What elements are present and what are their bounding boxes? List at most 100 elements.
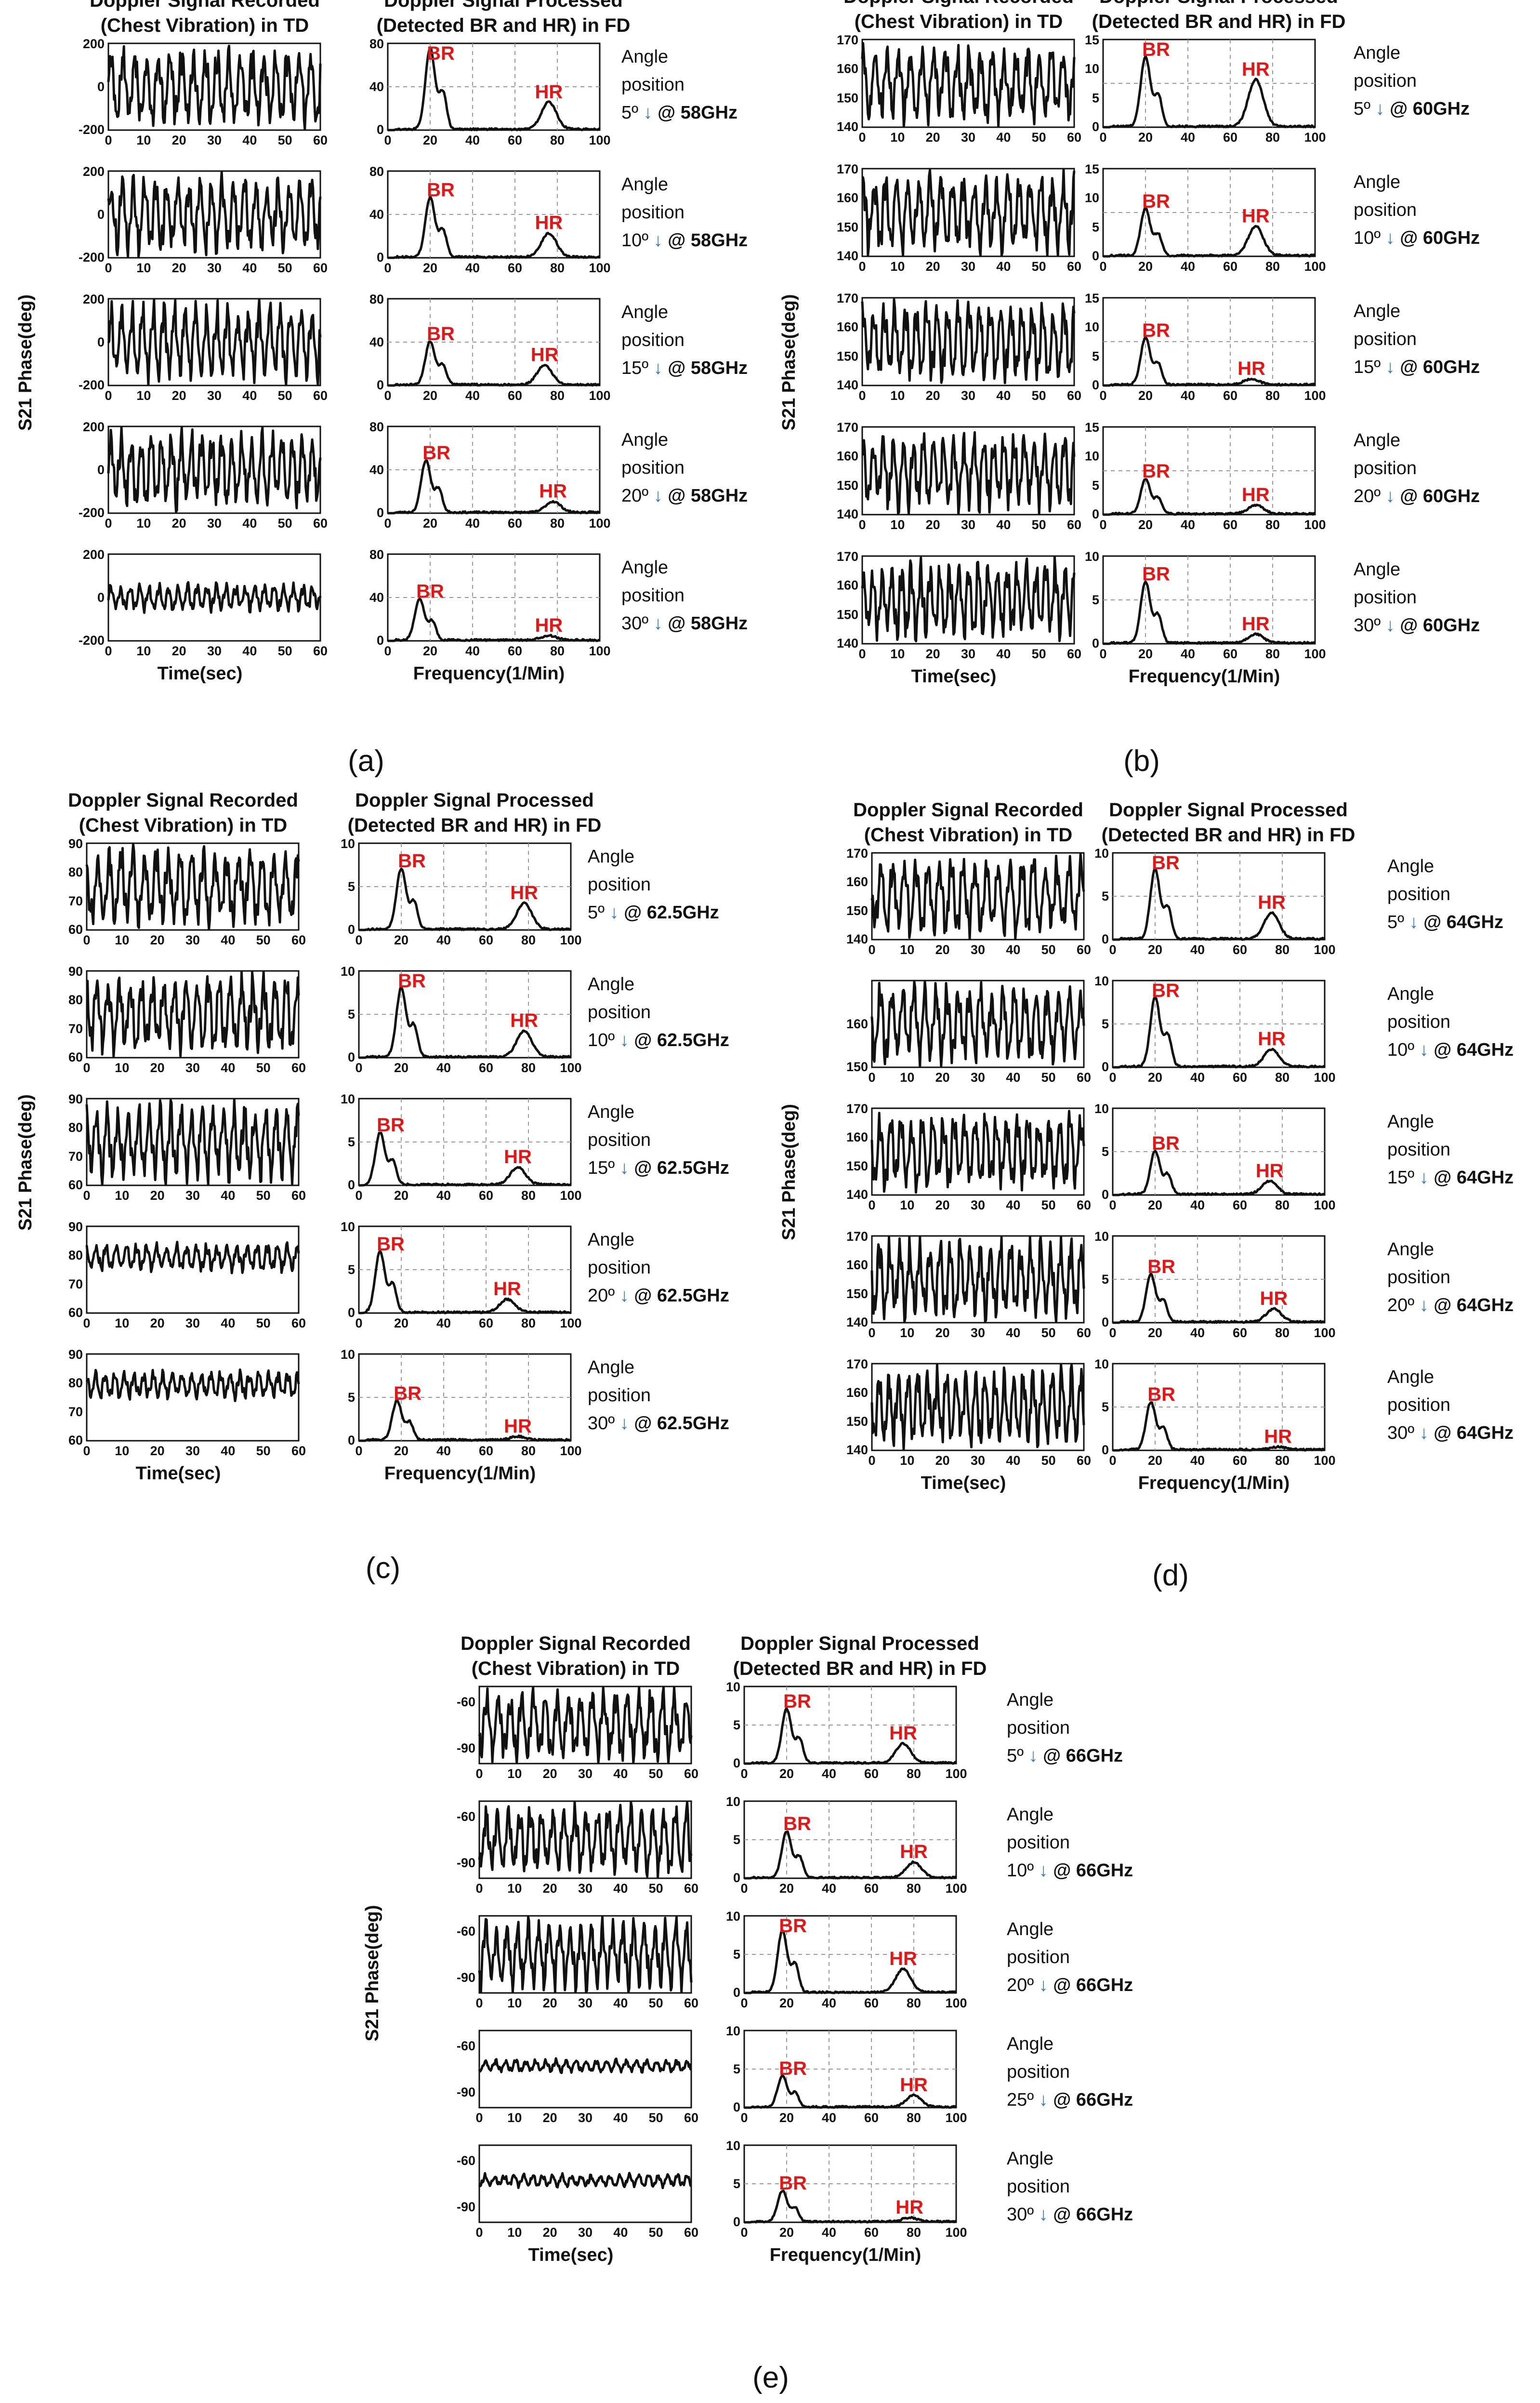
fd-xtick-label: 80 [1265, 647, 1280, 661]
td-xtick-label: 0 [105, 644, 112, 658]
fd-xtick-label: 100 [589, 516, 610, 531]
hr-peak-label: HR [1242, 484, 1270, 505]
fd-xtick-label: 100 [589, 388, 610, 403]
td-ytick-label: 60 [68, 1305, 83, 1320]
angle-value: 20º [621, 486, 648, 506]
td-ytick-label: 170 [837, 33, 858, 47]
td-xtick-label: 60 [1077, 1326, 1091, 1340]
td-xtick-label: 40 [1006, 1070, 1020, 1085]
td-xtick-label: 20 [543, 1996, 557, 2010]
fd-ytick-label: 0 [733, 1871, 740, 1885]
position-word: position [588, 1002, 651, 1022]
hr-peak-label: HR [504, 1146, 532, 1168]
fd-ytick-label: 0 [1092, 249, 1099, 263]
td-xtick-label: 60 [313, 133, 328, 147]
td-ytick-label: 140 [846, 1443, 868, 1457]
td-ytick-label: 200 [83, 37, 105, 51]
td-xtick-label: 40 [221, 1316, 235, 1330]
td-xtick-label: 60 [1067, 518, 1081, 532]
fd-xtick-label: 40 [465, 516, 480, 531]
br-peak-label: BR [422, 442, 450, 464]
td-ytick-label: 200 [83, 420, 105, 434]
td-ytick-label: 140 [837, 249, 858, 263]
td-xtick-label: 50 [1032, 388, 1046, 403]
td-ytick-label: -90 [457, 1741, 475, 1755]
td-xtick-label: 30 [961, 130, 975, 145]
td-xtick-label: 0 [858, 518, 866, 532]
fd-xtick-label: 40 [822, 1766, 836, 1781]
td-xtick-label: 40 [613, 1996, 628, 2010]
td-xtick-label: 40 [242, 261, 257, 275]
fd-xtick-label: 100 [1314, 1326, 1335, 1340]
fd-xtick-label: 80 [550, 261, 565, 275]
td-xtick-label: 30 [971, 1198, 985, 1212]
angle-word: Angle [621, 558, 668, 578]
td-xtick-label: 40 [242, 644, 257, 658]
angle-word: Angle [1354, 430, 1400, 451]
td-xtick-label: 20 [172, 516, 186, 531]
td-signal-trace [861, 42, 1076, 128]
fd-xtick-label: 100 [1314, 1453, 1335, 1468]
fd-ytick-label: 0 [1092, 378, 1099, 392]
td-xtick-label: 60 [1077, 1453, 1091, 1468]
fd-ytick-label: 10 [726, 1909, 740, 1924]
td-ytick-label: 80 [68, 1376, 83, 1390]
fd-xtick-label: 40 [436, 1061, 451, 1075]
angle-value-line: 5º ↓ @ 66GHz [1007, 1746, 1123, 1766]
td-plot-frame [478, 1800, 692, 1879]
td-ytick-label: 170 [846, 1229, 868, 1244]
fd-xtick-label: 20 [1148, 1453, 1162, 1468]
td-ytick-label: 150 [837, 220, 858, 234]
frequency-label: @ 58GHz [668, 613, 748, 634]
fd-ytick-label: 5 [733, 1947, 740, 1962]
fd-xtick-label: 60 [1233, 943, 1247, 957]
br-peak-label: BR [1147, 1256, 1175, 1277]
td-xtick-label: 50 [649, 1881, 663, 1896]
td-ytick-label: -200 [79, 122, 105, 137]
td-signal-trace [86, 970, 300, 1058]
td-xtick-label: 10 [507, 1996, 522, 2010]
br-peak-label: BR [1152, 1133, 1180, 1154]
td-xtick-label: 40 [1006, 943, 1020, 957]
fd-xtick-label: 0 [740, 1766, 748, 1781]
fd-ytick-label: 40 [369, 335, 384, 349]
fd-xtick-label: 100 [945, 1766, 967, 1781]
fd-xtick-label: 40 [1181, 130, 1195, 145]
fd-xtick-label: 60 [479, 1316, 493, 1330]
td-ytick-label: 160 [846, 1130, 868, 1144]
fd-spectrum-trace [1112, 996, 1326, 1069]
br-peak-label: BR [783, 1691, 811, 1712]
td-ytick-label: 150 [846, 1159, 868, 1173]
fd-ytick-label: 0 [348, 922, 355, 937]
fd-xtick-label: 0 [384, 261, 391, 275]
position-word: position [1354, 200, 1417, 220]
td-xtick-label: 10 [507, 2225, 522, 2240]
td-ytick-label: 200 [83, 164, 105, 179]
hr-peak-label: HR [531, 345, 559, 366]
td-ytick-label: 150 [837, 478, 858, 492]
fd-header-line1: Doppler Signal Processed [355, 790, 594, 811]
td-signal-trace [861, 168, 1076, 257]
angle-value: 10º [588, 1030, 615, 1050]
td-ytick-label: 80 [68, 865, 83, 879]
td-xtick-label: 0 [105, 388, 112, 403]
fd-xtick-label: 40 [1190, 1198, 1205, 1212]
fd-header-line2: (Detected BR and HR) in FD [1092, 11, 1346, 32]
frequency-label: @ 60GHz [1400, 228, 1480, 248]
fd-xtick-label: 60 [1233, 1453, 1247, 1468]
fd-xtick-label: 100 [1314, 1070, 1335, 1085]
angle-word: Angle [1354, 43, 1400, 63]
down-arrow-icon: ↓ [1370, 99, 1390, 119]
fd-xtick-label: 0 [355, 933, 362, 947]
down-arrow-icon: ↓ [605, 903, 624, 923]
td-xtick-label: 20 [172, 261, 186, 275]
td-xtick-label: 0 [475, 2111, 483, 2125]
br-peak-label: BR [377, 1234, 405, 1255]
td-xtick-label: 60 [313, 644, 328, 658]
td-xtick-label: 30 [207, 516, 222, 531]
td-xtick-label: 50 [649, 2225, 663, 2240]
panel-d: Doppler Signal Recorded (Chest Vibration)… [779, 799, 1514, 1592]
td-xtick-label: 40 [1006, 1453, 1020, 1468]
